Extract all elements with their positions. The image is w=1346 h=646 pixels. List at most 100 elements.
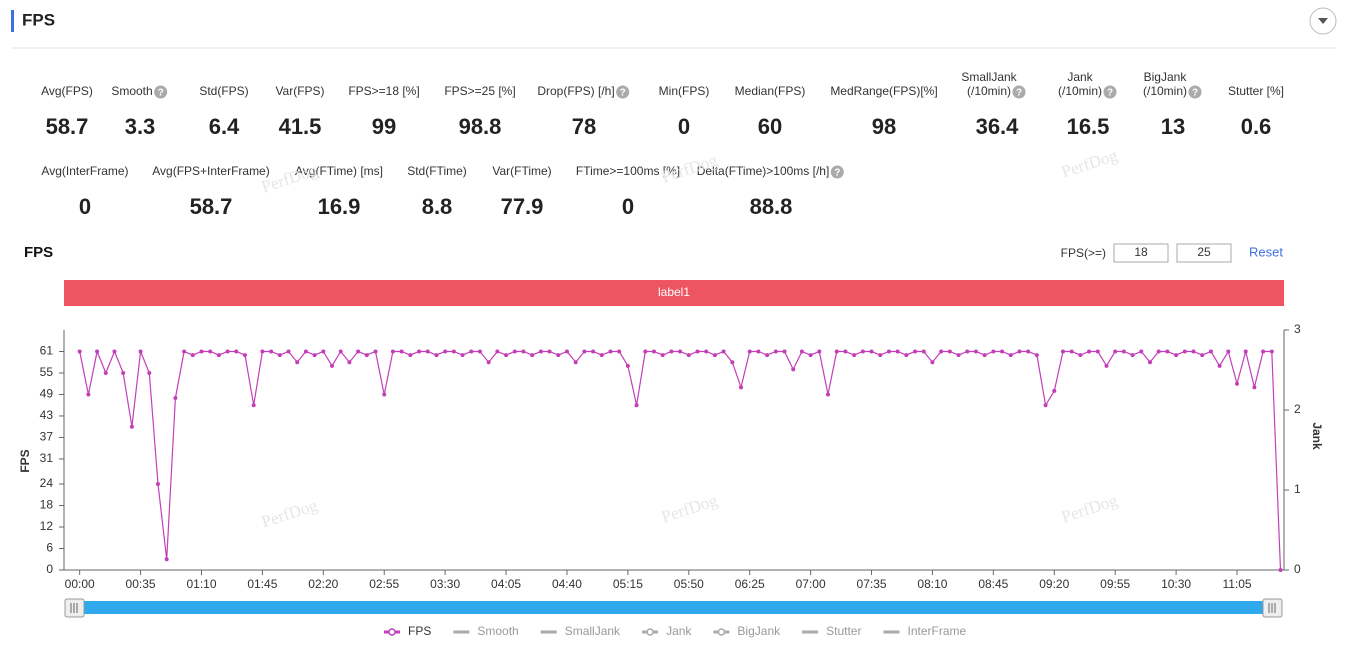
data-point — [1069, 349, 1074, 354]
data-point — [364, 353, 369, 358]
data-point — [443, 349, 448, 354]
stat-sublabel: (/10min) — [1143, 84, 1187, 98]
data-point — [164, 557, 169, 562]
stat-value: 6.4 — [209, 114, 240, 139]
data-point — [973, 349, 978, 354]
data-point — [321, 349, 326, 354]
data-point — [651, 349, 656, 354]
data-point — [434, 353, 439, 358]
data-point — [460, 353, 465, 358]
stat-value: 78 — [572, 114, 596, 139]
data-point — [251, 403, 256, 408]
data-point — [678, 349, 683, 354]
dropdown-button[interactable] — [1309, 7, 1337, 35]
stat-label: Drop(FPS) [/h] — [537, 84, 614, 98]
data-point — [1104, 363, 1109, 368]
stat-label: MedRange(FPS)[%] — [830, 84, 937, 98]
stat-label: Avg(InterFrame) — [41, 164, 128, 178]
stat-value: 60 — [758, 114, 782, 139]
data-point — [886, 349, 891, 354]
data-point — [625, 363, 630, 368]
data-point — [77, 349, 82, 354]
data-point — [799, 349, 804, 354]
help-icon-glyph: ? — [620, 88, 626, 99]
data-point — [95, 349, 100, 354]
series-line — [79, 349, 1282, 571]
stat-label: Std(FPS) — [199, 84, 248, 98]
x-tick-label: 02:55 — [369, 577, 399, 591]
title-accent — [11, 10, 14, 32]
data-point — [704, 349, 709, 354]
data-point — [1078, 353, 1083, 358]
stat-label: Var(FPS) — [275, 84, 324, 98]
data-point — [1017, 349, 1022, 354]
data-point — [338, 349, 343, 354]
help-icon-glyph: ? — [1192, 88, 1198, 99]
data-point — [1130, 353, 1135, 358]
help-icon — [1103, 85, 1117, 99]
watermark: PerfDog — [659, 150, 720, 186]
y2-tick-label: 3 — [1294, 322, 1301, 336]
x-tick-label: 05:50 — [674, 577, 704, 591]
data-point — [1200, 353, 1205, 358]
data-point — [852, 353, 857, 358]
data-point — [199, 349, 204, 354]
help-icon — [830, 165, 844, 179]
x-tick-label: 05:15 — [613, 577, 643, 591]
data-point — [556, 353, 561, 358]
data-point — [765, 353, 770, 358]
data-point — [756, 349, 761, 354]
y2-tick-label: 2 — [1294, 402, 1301, 416]
data-point — [808, 353, 813, 358]
data-point — [347, 360, 352, 365]
x-tick-label: 03:30 — [430, 577, 460, 591]
x-tick-label: 00:35 — [126, 577, 156, 591]
data-point — [417, 349, 422, 354]
stat-label: FTime>=100ms [%] — [576, 164, 680, 178]
data-point — [330, 363, 335, 368]
data-point — [904, 353, 909, 358]
stat-value: 41.5 — [279, 114, 322, 139]
threshold-high-input[interactable]: 25 — [1176, 243, 1232, 263]
stat-label: Std(FTime) — [407, 164, 467, 178]
data-point — [129, 424, 134, 429]
data-point — [295, 360, 300, 365]
x-tick-label: 01:10 — [186, 577, 216, 591]
chart-title: FPS — [24, 244, 53, 261]
threshold-low-input[interactable]: 18 — [1113, 243, 1169, 263]
stat-value: 0 — [678, 114, 690, 139]
help-icon — [154, 85, 168, 99]
stat-label: Stutter [%] — [1228, 84, 1284, 98]
y-tick-label: 18 — [40, 498, 54, 512]
data-point — [121, 370, 126, 375]
legend-label: InterFrame — [907, 624, 966, 638]
stat-label: Avg(FPS+InterFrame) — [152, 164, 269, 178]
stat-value: 13 — [1161, 114, 1185, 139]
data-point — [382, 392, 387, 397]
data-point — [1182, 349, 1187, 354]
x-tick-label: 08:45 — [978, 577, 1008, 591]
stat-label: SmallJank — [961, 70, 1017, 84]
data-point — [791, 367, 796, 372]
data-point — [86, 392, 91, 397]
reset-link[interactable]: Reset — [1249, 244, 1283, 259]
x-tick-label: 01:45 — [247, 577, 277, 591]
data-point — [747, 349, 752, 354]
data-point — [826, 392, 831, 397]
data-point — [521, 349, 526, 354]
data-point — [1174, 353, 1179, 358]
data-point — [356, 349, 361, 354]
data-point — [390, 349, 395, 354]
stat-label: Var(FTime) — [492, 164, 551, 178]
range-slider[interactable] — [64, 598, 1283, 618]
x-tick-label: 10:30 — [1161, 577, 1191, 591]
data-point — [1217, 363, 1222, 368]
stat-label: Min(FPS) — [659, 84, 710, 98]
stat-value: 16.5 — [1067, 114, 1110, 139]
data-point — [173, 396, 178, 401]
y-tick-label: 49 — [40, 387, 54, 401]
watermark: PerfDog — [1059, 490, 1120, 526]
data-point — [469, 349, 474, 354]
data-point — [425, 349, 430, 354]
data-point — [1121, 349, 1126, 354]
